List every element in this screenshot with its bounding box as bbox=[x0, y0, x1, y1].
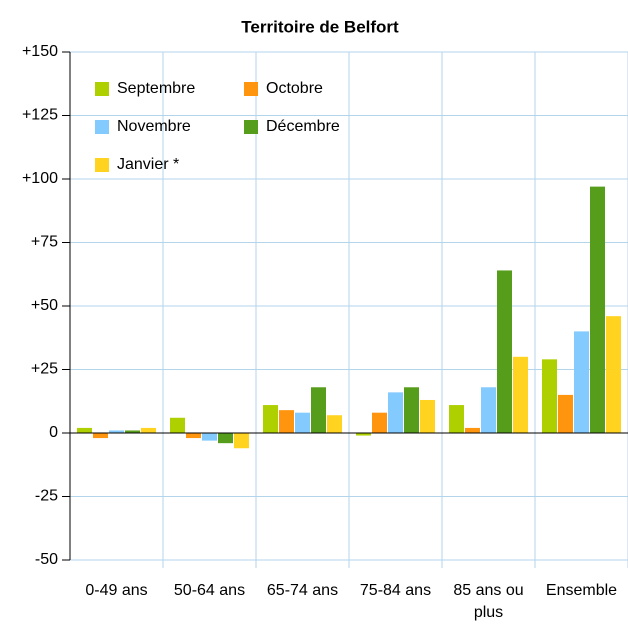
bar bbox=[311, 387, 326, 433]
bar bbox=[93, 433, 108, 439]
bar bbox=[279, 410, 294, 433]
y-tick-label: -25 bbox=[35, 488, 58, 505]
legend-label: Janvier * bbox=[117, 156, 179, 173]
legend-swatch bbox=[95, 120, 109, 134]
x-tick-label: 50-64 ans bbox=[173, 582, 246, 599]
x-tick-label: Ensemble bbox=[545, 582, 618, 599]
bar bbox=[497, 270, 512, 433]
bar bbox=[404, 387, 419, 433]
legend-swatch bbox=[95, 82, 109, 96]
bar bbox=[77, 427, 92, 433]
y-tick-label: +50 bbox=[31, 297, 58, 314]
x-tick-label: 65-74 ans bbox=[266, 582, 339, 599]
bar bbox=[356, 433, 371, 436]
bar bbox=[590, 186, 605, 433]
bar bbox=[263, 405, 278, 433]
bar bbox=[388, 392, 403, 433]
bar bbox=[558, 394, 573, 433]
bar bbox=[295, 412, 310, 433]
bar bbox=[481, 387, 496, 433]
bar bbox=[372, 412, 387, 433]
y-tick-label: +150 bbox=[22, 43, 58, 60]
legend-label: Novembre bbox=[117, 118, 191, 135]
y-tick-label: +100 bbox=[22, 170, 58, 187]
bar bbox=[218, 433, 233, 444]
x-tick-label: 75-84 ans bbox=[359, 582, 432, 599]
bar bbox=[141, 427, 156, 433]
bar bbox=[574, 331, 589, 433]
legend-label: Décembre bbox=[266, 118, 340, 135]
bar bbox=[202, 433, 217, 441]
bar bbox=[234, 433, 249, 449]
bar bbox=[606, 316, 621, 433]
legend-label: Octobre bbox=[266, 80, 323, 97]
y-tick-label: -50 bbox=[35, 551, 58, 568]
legend-label: Septembre bbox=[117, 80, 195, 97]
y-tick-label: +125 bbox=[22, 107, 58, 124]
y-tick-label: 0 bbox=[49, 424, 58, 441]
x-tick-label: 0-49 ans bbox=[85, 582, 148, 599]
bar bbox=[542, 359, 557, 433]
bar bbox=[465, 427, 480, 433]
bar bbox=[327, 415, 342, 433]
chart-title: Territoire de Belfort bbox=[241, 17, 399, 36]
bar bbox=[449, 405, 464, 433]
bar bbox=[186, 433, 201, 439]
bar bbox=[513, 356, 528, 433]
bar bbox=[125, 430, 140, 433]
legend-swatch bbox=[95, 158, 109, 172]
legend-swatch bbox=[244, 82, 258, 96]
bar bbox=[109, 430, 124, 433]
y-tick-label: +75 bbox=[31, 234, 58, 251]
bar bbox=[170, 417, 185, 433]
legend-swatch bbox=[244, 120, 258, 134]
y-tick-label: +25 bbox=[31, 361, 58, 378]
bar bbox=[420, 399, 435, 433]
x-tick-label: 85 ans ou plus bbox=[453, 582, 524, 621]
